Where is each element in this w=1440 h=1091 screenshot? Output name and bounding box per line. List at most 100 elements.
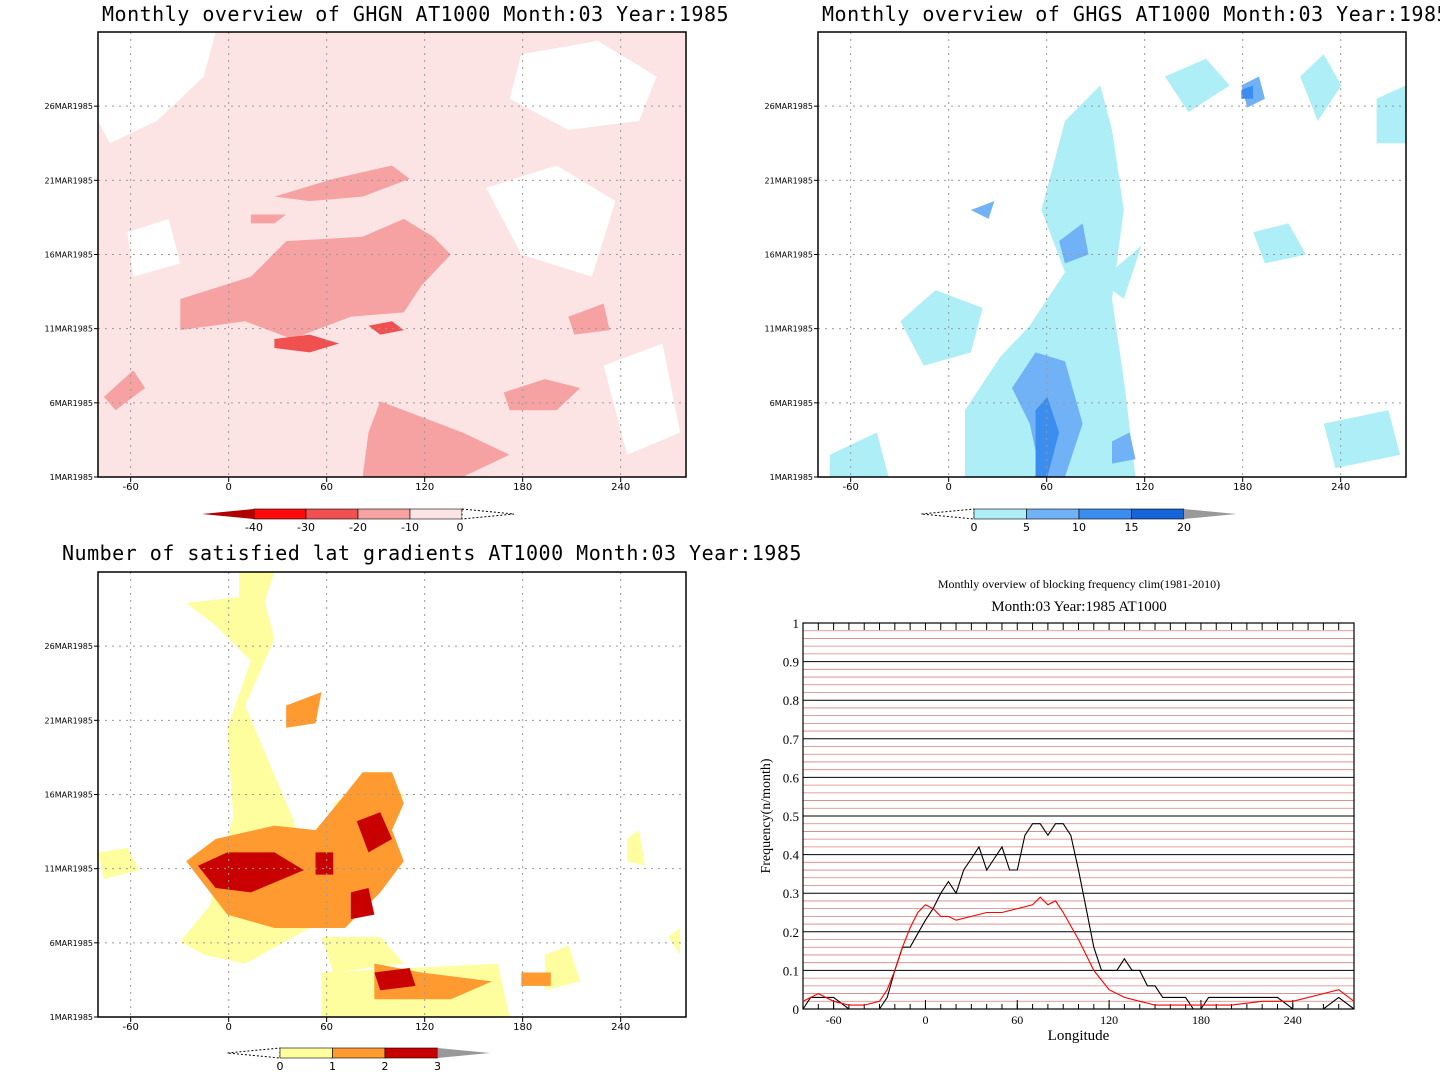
y-tick-label: 1MAR1985 [770, 473, 813, 482]
colorbar-triangle-right [437, 1048, 490, 1058]
colorbar-segment [279, 1047, 333, 1059]
x-tick-label: -60 [826, 1013, 842, 1027]
panel3-title: Number of satisfied lat gradients AT1000… [62, 541, 802, 565]
contour-region [250, 214, 287, 224]
y-tick-label: 0.1 [783, 963, 799, 978]
colorbar-segment [409, 508, 463, 520]
colorbar-segment [973, 508, 1027, 520]
contour-region [603, 343, 681, 455]
plot-frame [97, 31, 687, 478]
contour-region [1112, 432, 1136, 464]
colorbar-label: 20 [1177, 521, 1191, 534]
colorbar-label: -20 [349, 521, 367, 534]
colorbar-triangle-left [921, 508, 975, 520]
colorbar-segment [253, 508, 307, 520]
x-tick-label: 240 [611, 482, 630, 493]
contour-region [1059, 223, 1089, 264]
x-tick-label: 60 [320, 1022, 333, 1033]
colorbar-segment [332, 1047, 386, 1059]
y-tick-label: 1 [793, 616, 800, 631]
contour-region [98, 847, 140, 880]
x-tick-label: 180 [513, 1022, 532, 1033]
x-tick-label: 180 [513, 482, 532, 493]
y-tick-label: 0.9 [783, 655, 799, 670]
x-tick-label: 240 [611, 1022, 630, 1033]
contour-region [1100, 245, 1142, 299]
colorbar-panel2: 0 5 10 15 20 [921, 508, 1237, 534]
contour-region [321, 936, 404, 973]
contour-region [965, 85, 1136, 477]
y-tick-label: 26MAR1985 [45, 642, 93, 651]
y-tick-label: 21MAR1985 [45, 176, 93, 185]
plot-frame [817, 31, 1407, 478]
colorbar-label: 5 [1023, 521, 1030, 534]
colorbar-triangle-right [1184, 509, 1237, 519]
line-chart-frame [802, 622, 1355, 1010]
series-line-2 [802, 896, 1355, 1006]
contour-region [315, 852, 334, 875]
colorbar-label: 15 [1125, 521, 1139, 534]
x-tick-label: 0 [922, 1013, 928, 1027]
colorbar-label: 3 [434, 1060, 441, 1073]
plot-frame [97, 571, 687, 1018]
contour-region [627, 830, 645, 866]
contour-region [1241, 85, 1254, 99]
contour-region [544, 945, 581, 991]
line-chart-panel: Monthly overview of blocking frequency c… [759, 577, 1355, 1044]
colorbar-label: -30 [297, 521, 315, 534]
colorbar-label: 0 [457, 521, 464, 534]
contour-region [98, 32, 216, 144]
y-tick-label: 0 [793, 1002, 800, 1017]
contour-region [900, 290, 983, 366]
y-tick-label: 26MAR1985 [765, 102, 813, 111]
y-tick-label: 6MAR1985 [50, 939, 93, 948]
x-tick-label: 60 [320, 482, 333, 493]
contour-region [286, 692, 322, 728]
y-tick-label: 0.7 [783, 732, 800, 747]
y-tick-label: 6MAR1985 [50, 399, 93, 408]
x-tick-label: 120 [415, 1022, 434, 1033]
y-tick-label: 21MAR1985 [45, 716, 93, 725]
contour-region [568, 303, 610, 335]
colorbar-segment [384, 1047, 438, 1059]
contour-region [356, 812, 392, 853]
contour-region [829, 432, 889, 477]
colorbar-label: 10 [1072, 521, 1086, 534]
x-tick-label: -60 [122, 1022, 138, 1033]
x-axis-label: Longitude [1048, 1028, 1110, 1044]
heatmap-panel-3: -60 0 60 120 180 240 1MAR1985 6MAR1985 11MAR1985… [45, 571, 687, 1033]
colorbar-label: -10 [401, 521, 419, 534]
line-chart-title: Monthly overview of blocking frequency c… [938, 577, 1220, 591]
x-tick-label: -60 [842, 482, 858, 493]
contour-region [180, 218, 451, 340]
contour-region [509, 40, 657, 130]
colorbar-segment [1026, 508, 1080, 520]
contour-region [970, 201, 995, 219]
contour-region [274, 165, 410, 202]
contour-region [368, 321, 404, 335]
x-tick-label: 120 [1135, 482, 1154, 493]
y-tick-label: 16MAR1985 [765, 251, 813, 260]
contour-region [374, 968, 416, 991]
contour-region [1323, 410, 1401, 469]
y-tick-label: 0.5 [783, 809, 799, 824]
colorbar-segment [357, 508, 411, 520]
colorbar-segment [1131, 508, 1185, 520]
panel2-title: Monthly overview of GHGS AT1000 Month:03… [822, 2, 1440, 26]
colorbar-label: 0 [971, 521, 978, 534]
contour-region [1300, 54, 1342, 121]
y-tick-label: 11MAR1985 [45, 325, 93, 334]
x-tick-label: 240 [1284, 1013, 1302, 1027]
y-tick-label: 0.6 [783, 770, 800, 785]
y-tick-label: 0.4 [783, 848, 800, 863]
x-tick-label: 0 [225, 482, 231, 493]
contour-region [947, 32, 1024, 121]
colorbar-panel3: 0 1 2 3 [227, 1047, 490, 1073]
y-tick-label: 21MAR1985 [765, 176, 813, 185]
colorbar-segment [1078, 508, 1132, 520]
y-tick-label: 0.3 [783, 886, 799, 901]
colorbar-label: 2 [382, 1060, 389, 1073]
y-tick-label: 11MAR1985 [45, 865, 93, 874]
colorbar-triangle-left [227, 1047, 281, 1059]
